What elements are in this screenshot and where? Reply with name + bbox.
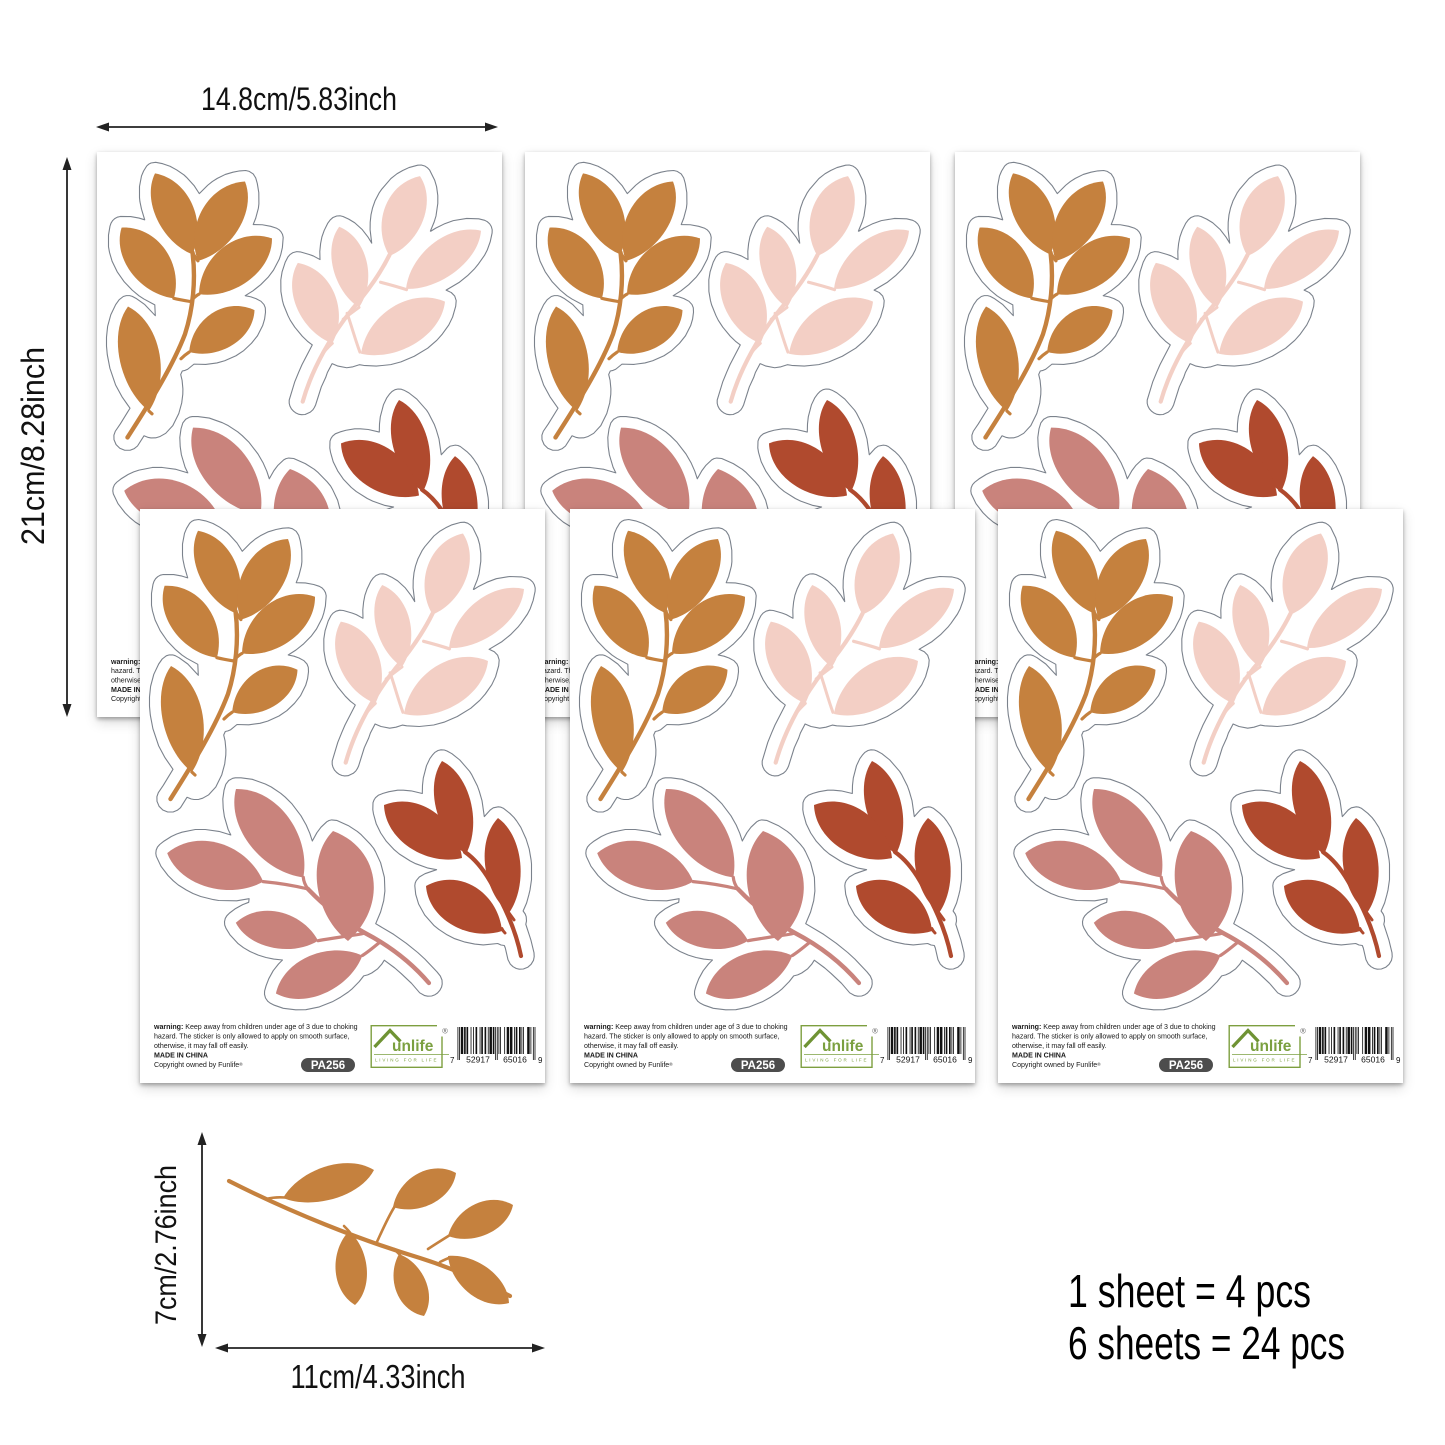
svg-text:7cm/2.76inch: 7cm/2.76inch <box>150 1165 183 1325</box>
svg-text:6 sheets = 24 pcs: 6 sheets = 24 pcs <box>1068 1317 1345 1369</box>
svg-text:11cm/4.33inch: 11cm/4.33inch <box>291 1358 466 1395</box>
svg-text:1 sheet = 4 pcs: 1 sheet = 4 pcs <box>1068 1265 1311 1317</box>
svg-text:14.8cm/5.83inch: 14.8cm/5.83inch <box>201 81 397 117</box>
svg-text:21cm/8.28inch: 21cm/8.28inch <box>15 347 51 545</box>
